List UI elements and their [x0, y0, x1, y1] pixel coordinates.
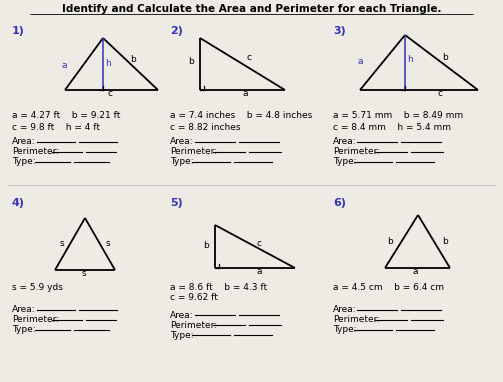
Text: Area:: Area:: [12, 306, 36, 314]
Text: b: b: [203, 241, 209, 251]
Text: a: a: [62, 60, 67, 70]
Text: b: b: [442, 53, 448, 63]
Text: s = 5.9 yds: s = 5.9 yds: [12, 283, 63, 291]
Text: a: a: [413, 267, 418, 277]
Text: 1): 1): [12, 26, 25, 36]
Text: 6): 6): [333, 198, 346, 208]
Text: c: c: [108, 89, 113, 97]
Text: Perimeter:: Perimeter:: [12, 316, 59, 324]
Text: Type:: Type:: [333, 325, 357, 335]
Text: c: c: [257, 238, 262, 248]
Text: Identify and Calculate the Area and Perimeter for each Triangle.: Identify and Calculate the Area and Peri…: [62, 4, 441, 14]
Text: Type:: Type:: [333, 157, 357, 167]
Text: b: b: [130, 55, 136, 63]
Text: Area:: Area:: [12, 138, 36, 147]
Text: 5): 5): [170, 198, 183, 208]
Text: c: c: [247, 53, 252, 63]
Text: a = 4.5 cm    b = 6.4 cm: a = 4.5 cm b = 6.4 cm: [333, 283, 444, 291]
Text: h: h: [105, 58, 111, 68]
Text: Type:: Type:: [170, 330, 194, 340]
Text: 2): 2): [170, 26, 183, 36]
Text: c = 8.82 inches: c = 8.82 inches: [170, 123, 240, 131]
Text: c = 8.4 mm    h = 5.4 mm: c = 8.4 mm h = 5.4 mm: [333, 123, 451, 131]
Text: s: s: [106, 238, 111, 248]
Text: Type:: Type:: [12, 325, 36, 335]
Text: a = 8.6 ft    b = 4.3 ft: a = 8.6 ft b = 4.3 ft: [170, 283, 267, 291]
Text: a = 5.71 mm    b = 8.49 mm: a = 5.71 mm b = 8.49 mm: [333, 112, 463, 120]
Text: b: b: [387, 238, 393, 246]
Text: Perimeter:: Perimeter:: [333, 147, 380, 157]
Text: a: a: [257, 267, 263, 275]
Text: c: c: [438, 89, 443, 97]
Text: Area:: Area:: [333, 138, 357, 147]
Text: s: s: [82, 269, 87, 278]
Text: b: b: [188, 58, 194, 66]
Text: 3): 3): [333, 26, 346, 36]
Text: a: a: [358, 58, 364, 66]
Text: 4): 4): [12, 198, 25, 208]
Text: a = 7.4 inches    b = 4.8 inches: a = 7.4 inches b = 4.8 inches: [170, 112, 312, 120]
Text: Type:: Type:: [12, 157, 36, 167]
Text: c = 9.8 ft    h = 4 ft: c = 9.8 ft h = 4 ft: [12, 123, 100, 131]
Text: Area:: Area:: [333, 306, 357, 314]
Text: Type:: Type:: [170, 157, 194, 167]
Text: b: b: [442, 238, 448, 246]
Text: Perimeter:: Perimeter:: [12, 147, 59, 157]
Text: Perimeter:: Perimeter:: [170, 320, 217, 330]
Text: h: h: [407, 55, 413, 65]
Text: Area:: Area:: [170, 311, 194, 319]
Text: s: s: [60, 238, 64, 248]
Text: Perimeter:: Perimeter:: [333, 316, 380, 324]
Text: a: a: [243, 89, 248, 97]
Text: a = 4.27 ft    b = 9.21 ft: a = 4.27 ft b = 9.21 ft: [12, 112, 120, 120]
Text: Perimeter:: Perimeter:: [170, 147, 217, 157]
Text: Area:: Area:: [170, 138, 194, 147]
Text: c = 9.62 ft: c = 9.62 ft: [170, 293, 218, 303]
